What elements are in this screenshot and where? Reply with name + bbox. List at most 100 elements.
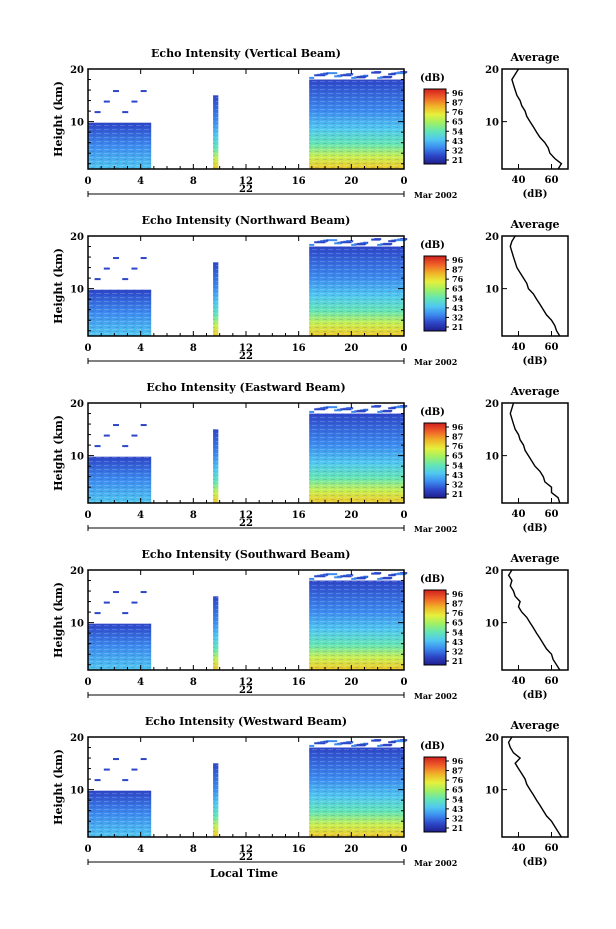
profile-x-tick-label: 40 (512, 676, 526, 687)
colorbar-tick-label: 76 (452, 608, 464, 618)
colorbar-tick-label: 54 (452, 627, 464, 637)
y-axis-label: Height (km) (52, 248, 65, 324)
y-tick-label: 10 (70, 786, 84, 797)
y-tick-label: 10 (70, 118, 84, 129)
echo-cell (122, 111, 129, 114)
profile-y-tick-label: 10 (485, 452, 499, 463)
date-day: 22 (239, 184, 253, 195)
y-axis-label: Height (km) (52, 582, 65, 658)
y-tick-label: 20 (70, 733, 84, 744)
echo-cell (314, 241, 326, 244)
profile-x-tick-label: 40 (512, 175, 526, 186)
echo-cell (334, 75, 342, 78)
x-tick-label: 4 (137, 510, 144, 521)
echo-cell (334, 743, 342, 746)
echo-texture (88, 289, 152, 336)
x-tick-label: 0 (401, 176, 408, 187)
echo-texture (213, 596, 219, 670)
echo-cell (377, 243, 383, 246)
x-axis-label: Local Time (210, 867, 278, 880)
x-tick-label: 12 (239, 844, 253, 855)
echo-cell (103, 601, 110, 604)
profile-title: Average (509, 51, 559, 64)
colorbar-unit: (dB) (420, 73, 445, 84)
colorbar-tick-label: 54 (452, 293, 464, 303)
date-day: 22 (239, 685, 253, 696)
x-tick-label: 4 (137, 844, 144, 855)
profile-x-tick-label: 60 (545, 175, 559, 186)
echo-texture (213, 763, 219, 837)
x-tick-label: 4 (137, 343, 144, 354)
colorbar-tick-label: 96 (452, 589, 464, 599)
echo-texture (213, 262, 219, 336)
echo-cell (371, 238, 381, 241)
profile-title: Average (509, 719, 559, 732)
y-tick-label: 20 (70, 65, 84, 76)
colorbar-tick-label: 87 (452, 265, 463, 275)
colorbar-tick-label: 54 (452, 460, 464, 470)
date-month-year: Mar 2002 (414, 691, 457, 701)
echo-cell (326, 740, 338, 743)
colorbar-tick-label: 87 (452, 599, 463, 609)
profile-line (509, 235, 561, 337)
y-tick-label: 10 (70, 285, 84, 296)
profile-title: Average (509, 385, 559, 398)
echo-cell (113, 424, 120, 427)
x-tick-label: 0 (85, 844, 92, 855)
colorbar-tick-label: 76 (452, 274, 464, 284)
x-tick-label: 8 (190, 677, 197, 688)
echo-cell (388, 73, 396, 76)
colorbar-tick-label: 43 (452, 136, 464, 146)
x-tick-label: 8 (190, 844, 197, 855)
echo-cell (113, 758, 120, 761)
echo-cell (94, 111, 101, 114)
date-month-year: Mar 2002 (414, 858, 457, 868)
x-tick-label: 4 (137, 677, 144, 688)
colorbar-tick-label: 96 (452, 88, 464, 98)
colorbar-tick-label: 43 (452, 637, 464, 647)
echo-cell (380, 744, 392, 747)
echo-texture (88, 623, 152, 670)
echo-cell (326, 573, 338, 576)
colorbar-tick-label: 21 (452, 656, 463, 666)
echo-cell (351, 744, 357, 747)
echo-texture (213, 429, 219, 503)
echo-cell (394, 406, 406, 409)
echo-cell (380, 76, 392, 79)
echo-cell (314, 408, 326, 411)
echo-texture (309, 246, 404, 336)
echo-cell (351, 76, 357, 79)
echo-cell (314, 575, 326, 578)
colorbar-tick-label: 65 (452, 785, 463, 795)
colorbar-tick-label: 76 (452, 775, 464, 785)
echo-cell (309, 76, 315, 79)
profile-x-label: (dB) (523, 690, 548, 701)
date-day: 22 (239, 351, 253, 362)
colorbar-tick-label: 21 (452, 155, 463, 165)
colorbar-tick-label: 32 (452, 646, 463, 656)
date-day: 22 (239, 852, 253, 863)
y-tick-label: 20 (70, 566, 84, 577)
y-axis-label: Height (km) (52, 415, 65, 491)
echo-cell (131, 100, 138, 103)
profile-y-tick-label: 10 (485, 619, 499, 630)
echo-cell (388, 741, 396, 744)
echo-cell (394, 72, 406, 75)
x-tick-label: 0 (401, 343, 408, 354)
echo-cell (377, 76, 383, 79)
echo-cell (309, 410, 315, 413)
echo-cell (388, 574, 396, 577)
colorbar-tick-label: 32 (452, 813, 463, 823)
echo-cell (326, 406, 338, 409)
echo-cell (354, 577, 366, 580)
colorbar-tick-label: 21 (452, 823, 463, 833)
echo-cell (131, 768, 138, 771)
colorbar (423, 88, 447, 165)
echo-cell (309, 577, 315, 580)
echo-cell (340, 742, 352, 745)
x-tick-label: 20 (344, 176, 358, 187)
echo-cell (394, 740, 406, 743)
profile-x-label: (dB) (523, 189, 548, 200)
x-tick-label: 16 (292, 677, 306, 688)
